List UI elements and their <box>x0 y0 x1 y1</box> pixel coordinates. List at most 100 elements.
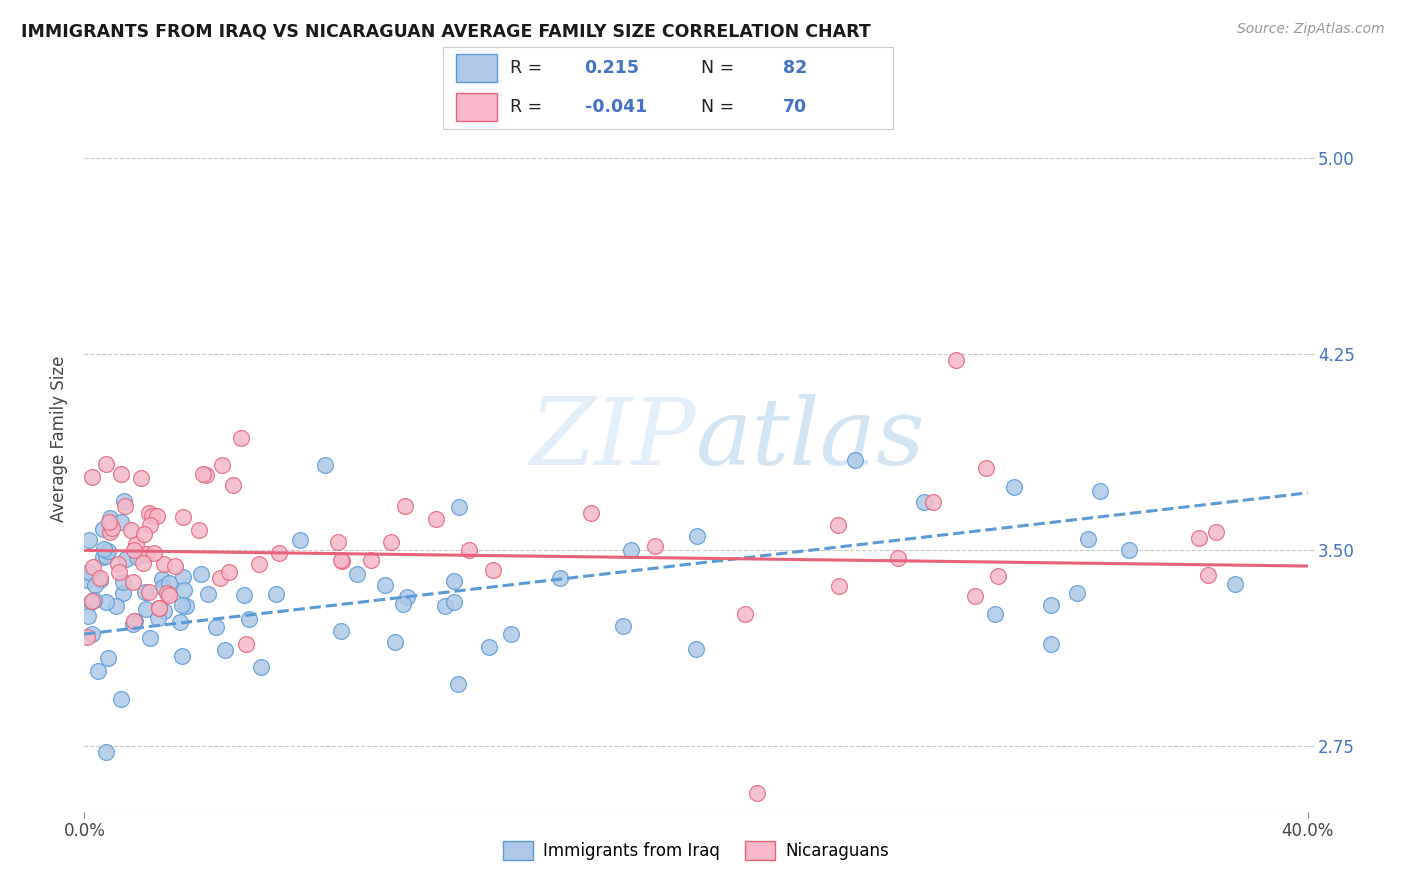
Point <box>170 649 193 664</box>
Point <box>644 539 666 553</box>
Point <box>112 575 135 590</box>
Point <box>89 573 111 587</box>
Point <box>97 544 120 558</box>
Point <box>82 560 104 574</box>
Point <box>79 533 101 548</box>
Legend: Immigrants from Iraq, Nicaraguans: Immigrants from Iraq, Nicaraguans <box>496 834 896 867</box>
Point <box>425 512 447 526</box>
Point <box>384 635 406 649</box>
Point <box>550 571 572 585</box>
Point <box>394 500 416 514</box>
Point <box>122 614 145 628</box>
Point <box>1077 532 1099 546</box>
Point <box>330 624 353 638</box>
Point <box>1225 576 1247 591</box>
Point <box>346 566 368 581</box>
FancyBboxPatch shape <box>457 54 496 82</box>
Point <box>77 609 100 624</box>
Point <box>152 557 174 571</box>
Text: -0.041: -0.041 <box>585 98 647 116</box>
Point <box>138 506 160 520</box>
Point <box>173 583 195 598</box>
Point <box>886 550 908 565</box>
Point <box>360 553 382 567</box>
Point <box>83 593 105 607</box>
Point <box>443 595 465 609</box>
Point <box>82 594 104 608</box>
Point <box>76 630 98 644</box>
Text: R =: R = <box>510 59 548 77</box>
Point <box>1066 585 1088 599</box>
Point <box>395 590 418 604</box>
Point <box>108 566 131 580</box>
Point <box>107 557 129 571</box>
Point <box>112 494 135 508</box>
Point <box>135 547 157 561</box>
Point <box>288 533 311 547</box>
Point <box>827 518 849 533</box>
Point <box>449 500 471 514</box>
Point <box>152 580 174 594</box>
Text: Source: ZipAtlas.com: Source: ZipAtlas.com <box>1237 22 1385 37</box>
Point <box>963 589 986 603</box>
Point <box>314 458 336 472</box>
Point <box>1118 543 1140 558</box>
Text: N =: N = <box>690 59 740 77</box>
Point <box>165 559 187 574</box>
Point <box>1188 531 1211 545</box>
Y-axis label: Average Family Size: Average Family Size <box>51 356 69 523</box>
Point <box>120 524 142 538</box>
Point <box>620 542 643 557</box>
Point <box>110 692 132 706</box>
Point <box>174 599 197 614</box>
Point <box>1197 568 1219 582</box>
Point <box>734 607 756 621</box>
Point <box>1088 484 1111 499</box>
Point <box>330 554 353 568</box>
Point <box>264 587 287 601</box>
Point <box>146 610 169 624</box>
Point <box>122 616 145 631</box>
Point <box>209 571 232 585</box>
Point <box>844 452 866 467</box>
Point <box>238 611 260 625</box>
Point <box>148 601 170 615</box>
Text: 82: 82 <box>783 59 807 77</box>
Point <box>499 627 522 641</box>
Point <box>1002 480 1025 494</box>
Point <box>169 615 191 630</box>
Point <box>98 511 121 525</box>
Point <box>114 499 136 513</box>
Point <box>214 643 236 657</box>
Point <box>87 664 110 678</box>
Point <box>89 571 111 585</box>
Point <box>132 557 155 571</box>
Point <box>330 553 353 567</box>
Point <box>1039 598 1062 612</box>
Point <box>101 521 124 535</box>
Point <box>141 508 163 523</box>
Text: IMMIGRANTS FROM IRAQ VS NICARAGUAN AVERAGE FAMILY SIZE CORRELATION CHART: IMMIGRANTS FROM IRAQ VS NICARAGUAN AVERA… <box>21 22 870 40</box>
Point <box>233 587 256 601</box>
Text: 70: 70 <box>783 98 807 116</box>
Point <box>139 518 162 533</box>
Point <box>235 637 257 651</box>
Point <box>79 566 101 580</box>
Point <box>434 599 457 613</box>
Point <box>211 458 233 473</box>
Point <box>222 478 245 492</box>
Point <box>458 543 481 558</box>
Point <box>135 601 157 615</box>
Text: N =: N = <box>690 98 740 116</box>
Point <box>124 615 146 629</box>
Point <box>159 588 181 602</box>
Point <box>828 578 851 592</box>
Point <box>945 352 967 367</box>
Text: atlas: atlas <box>696 394 925 484</box>
Point <box>115 552 138 566</box>
Point <box>205 620 228 634</box>
Text: ZIP: ZIP <box>529 394 696 484</box>
Point <box>984 607 1007 621</box>
Point <box>134 585 156 599</box>
Point <box>150 572 173 586</box>
